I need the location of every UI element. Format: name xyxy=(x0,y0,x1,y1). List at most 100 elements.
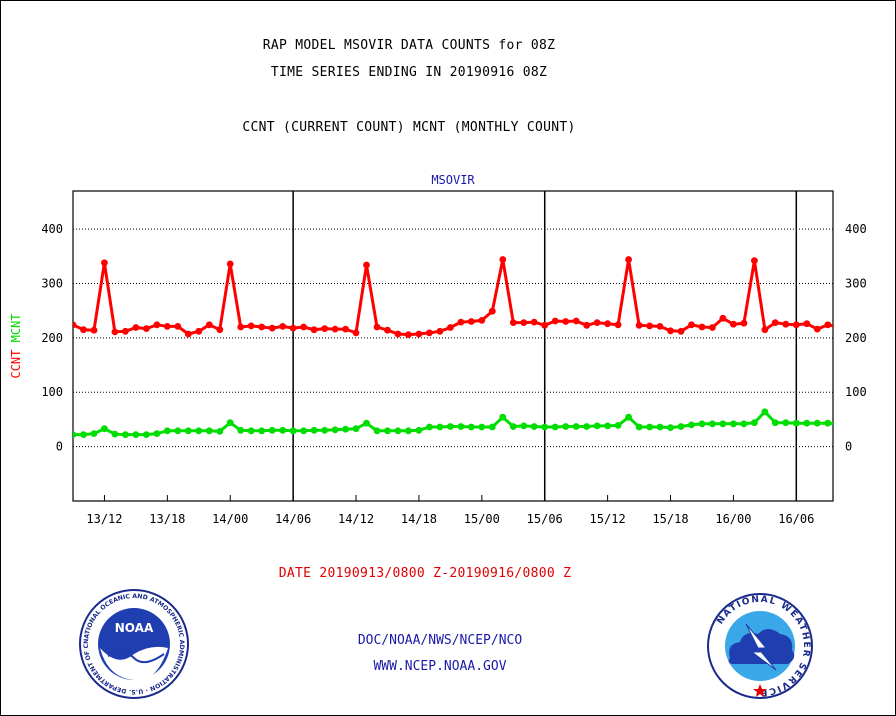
data-point-ccnt xyxy=(447,324,454,331)
data-point-mcnt xyxy=(279,426,287,434)
data-point-mcnt xyxy=(551,423,559,431)
data-point-mcnt xyxy=(258,427,266,435)
data-point-ccnt xyxy=(216,326,224,334)
data-point-ccnt xyxy=(740,319,748,327)
data-point-mcnt xyxy=(614,422,622,429)
data-point-ccnt xyxy=(730,320,737,328)
y-axis-label: CCNT MCNT xyxy=(9,313,23,378)
data-point-mcnt xyxy=(751,419,758,427)
data-point-ccnt xyxy=(541,321,549,329)
data-point-mcnt xyxy=(384,427,391,435)
footer-website-link[interactable]: WWW.NCEP.NOAA.GOV xyxy=(373,659,507,674)
data-point-mcnt xyxy=(310,426,318,434)
x-tick-label: 14/12 xyxy=(338,512,374,526)
data-point-mcnt xyxy=(447,423,454,430)
data-point-ccnt xyxy=(90,326,98,334)
data-point-ccnt xyxy=(782,320,790,328)
x-tick-label: 16/06 xyxy=(778,512,814,526)
data-point-mcnt xyxy=(635,423,643,431)
data-point-ccnt xyxy=(835,324,842,331)
data-point-ccnt xyxy=(614,321,622,329)
data-point-mcnt xyxy=(593,422,601,430)
data-point-mcnt xyxy=(520,422,528,430)
data-point-ccnt xyxy=(247,322,255,330)
data-point-mcnt xyxy=(457,423,465,430)
data-point-mcnt xyxy=(205,427,213,435)
x-tick-label: 15/18 xyxy=(652,512,688,526)
data-point-ccnt xyxy=(478,317,486,324)
x-tick-label: 13/12 xyxy=(86,512,122,526)
data-point-mcnt xyxy=(530,423,538,430)
x-tick-label: 16/00 xyxy=(715,512,751,526)
data-point-ccnt xyxy=(226,260,234,268)
data-point-ccnt xyxy=(426,329,433,337)
data-point-ccnt xyxy=(153,321,161,329)
data-point-ccnt xyxy=(667,327,674,335)
data-point-mcnt xyxy=(394,427,402,435)
y-tick-label-left: 0 xyxy=(56,440,63,454)
data-point-ccnt xyxy=(467,318,475,325)
data-point-mcnt xyxy=(101,425,108,433)
data-point-mcnt xyxy=(688,421,695,429)
data-point-mcnt xyxy=(719,420,727,428)
data-point-mcnt xyxy=(677,423,685,430)
data-point-mcnt xyxy=(90,430,98,437)
data-point-ccnt xyxy=(310,326,318,334)
data-point-ccnt xyxy=(111,328,119,336)
data-point-mcnt xyxy=(300,427,307,435)
data-point-ccnt xyxy=(457,318,465,326)
data-point-mcnt xyxy=(163,427,171,435)
y-tick-label-right: 200 xyxy=(845,331,867,345)
x-tick-label: 14/18 xyxy=(401,512,437,526)
x-tick-label: 15/00 xyxy=(464,512,500,526)
data-point-mcnt xyxy=(824,419,832,427)
data-point-mcnt xyxy=(604,422,611,430)
data-point-mcnt xyxy=(835,420,842,427)
data-point-mcnt xyxy=(216,428,224,435)
data-point-ccnt xyxy=(656,323,664,330)
y-tick-label-left: 200 xyxy=(41,331,63,345)
data-point-mcnt xyxy=(499,413,507,421)
x-tick-label: 15/12 xyxy=(590,512,626,526)
y-tick-label-right: 100 xyxy=(845,385,867,399)
data-point-ccnt xyxy=(824,321,832,329)
data-point-ccnt xyxy=(373,323,381,331)
data-point-mcnt xyxy=(80,431,87,438)
data-point-mcnt xyxy=(625,413,632,421)
data-point-mcnt xyxy=(373,427,381,435)
data-point-ccnt xyxy=(80,326,87,334)
data-point-mcnt xyxy=(226,419,234,427)
data-point-ccnt xyxy=(698,323,706,331)
data-point-ccnt xyxy=(352,329,360,337)
data-point-mcnt xyxy=(813,419,821,427)
data-point-ccnt xyxy=(751,257,758,264)
data-point-ccnt xyxy=(593,319,601,326)
data-point-ccnt xyxy=(562,318,570,325)
data-point-mcnt xyxy=(583,423,591,430)
data-point-ccnt xyxy=(101,259,108,267)
data-point-ccnt xyxy=(488,307,496,315)
data-point-mcnt xyxy=(153,430,161,437)
data-point-ccnt xyxy=(279,323,287,330)
data-point-mcnt xyxy=(247,427,255,435)
chart-title: MSOVIR xyxy=(431,173,475,187)
data-point-mcnt xyxy=(478,423,486,431)
data-point-ccnt xyxy=(646,322,653,330)
data-point-mcnt xyxy=(488,423,496,431)
data-point-mcnt xyxy=(803,419,811,427)
data-point-ccnt xyxy=(384,326,391,334)
x-tick-label: 14/00 xyxy=(212,512,248,526)
data-point-mcnt xyxy=(740,420,748,428)
x-tick-label: 15/06 xyxy=(527,512,563,526)
data-point-mcnt xyxy=(771,419,779,427)
y-tick-label-right: 0 xyxy=(845,440,852,454)
noaa-logo: NATIONAL OCEANIC AND ATMOSPHERIC ADMINIS… xyxy=(78,588,189,699)
data-point-ccnt xyxy=(195,327,203,335)
data-point-ccnt xyxy=(405,331,412,338)
data-point-ccnt xyxy=(268,324,276,332)
y-tick-label-left: 400 xyxy=(41,222,63,236)
data-point-mcnt xyxy=(541,423,549,431)
data-point-ccnt xyxy=(499,256,507,263)
data-point-ccnt xyxy=(572,317,580,325)
data-point-mcnt xyxy=(405,427,412,435)
